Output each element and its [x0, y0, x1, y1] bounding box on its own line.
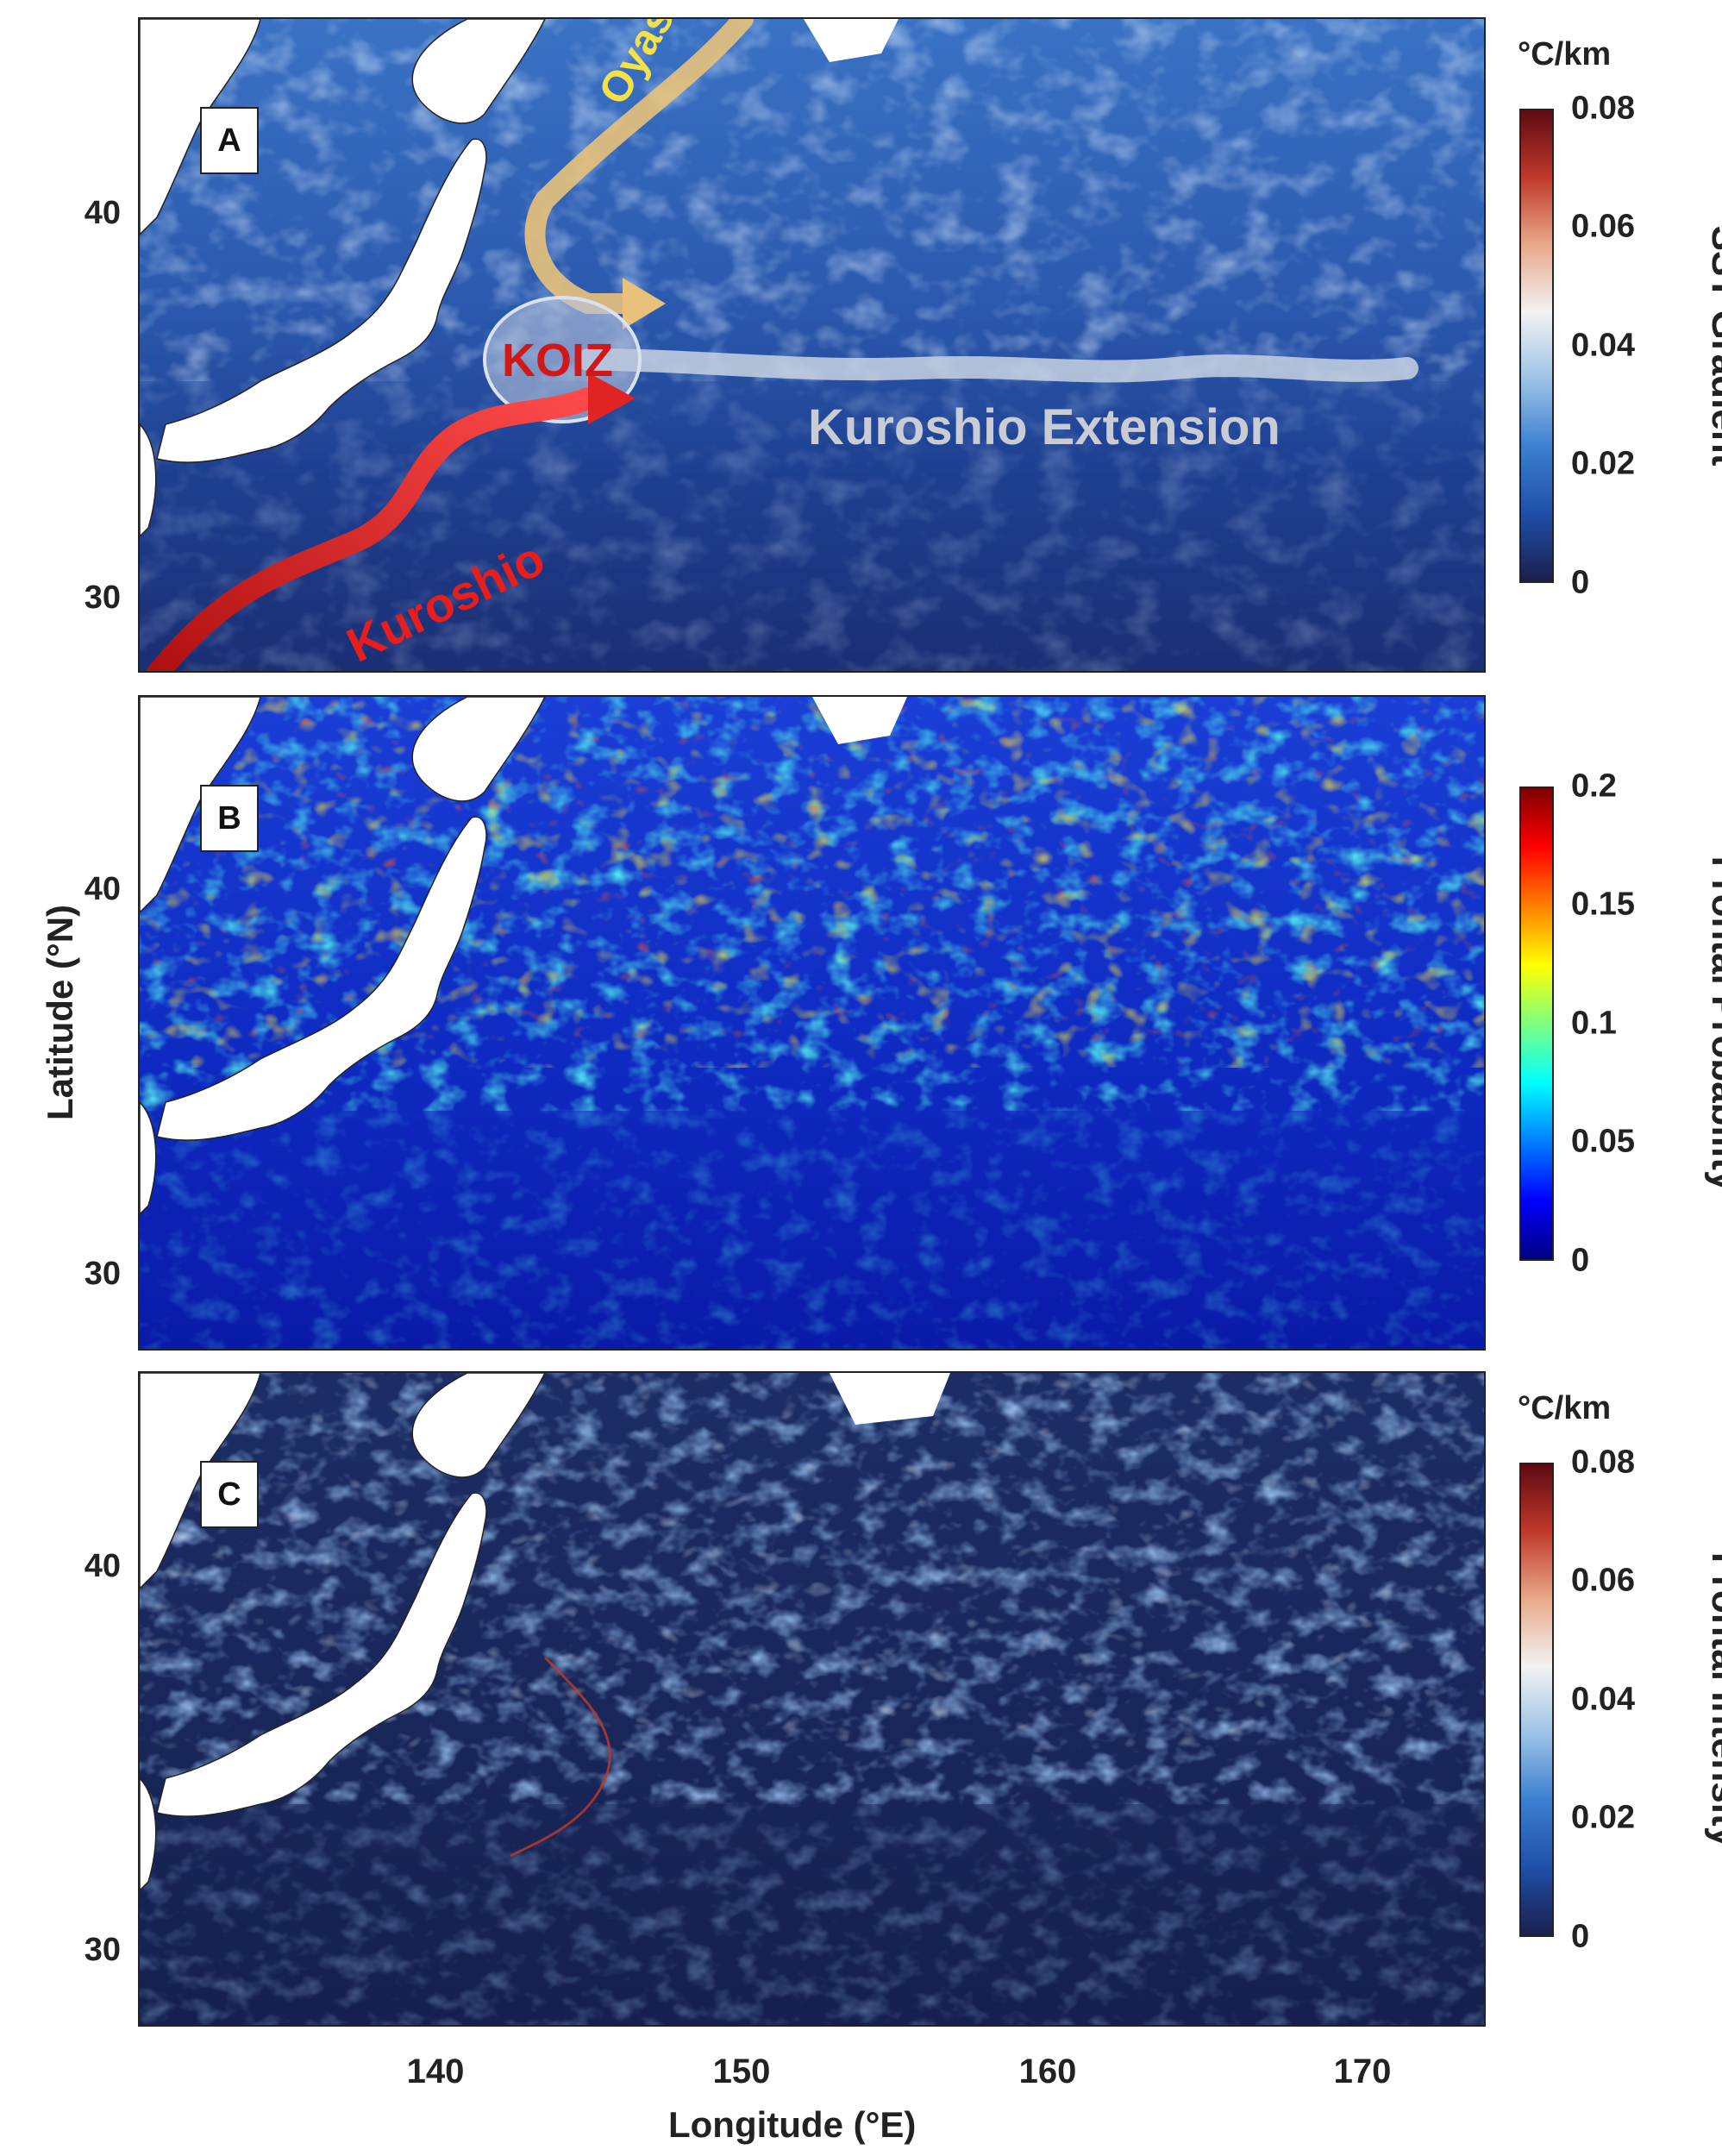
colorbar-tick: 0	[1571, 1242, 1590, 1279]
colorbar-tick: 0.08	[1571, 90, 1635, 127]
probability-texture-red	[140, 697, 1484, 1042]
colorbar-frontal-probability	[1519, 787, 1554, 1261]
colorbar-sst-gradient	[1519, 109, 1554, 583]
panel-letter: C	[200, 1461, 259, 1528]
land-mask-north	[804, 19, 899, 62]
x-tick-label: 170	[1333, 2053, 1392, 2090]
colorbar-tick: 0.06	[1571, 208, 1635, 245]
colorbar-tick: 0.1	[1571, 1005, 1617, 1042]
probability-texture-south	[140, 1111, 1484, 1349]
y-tick-label: 30	[84, 1932, 121, 1968]
colorbar-tick: 0	[1571, 1918, 1590, 1955]
annotation-koiz: KOIZ	[502, 335, 613, 386]
panel-c: C	[138, 1371, 1486, 2027]
land-japan	[156, 138, 487, 463]
panel-c-map	[140, 1373, 1484, 2025]
colorbar-tick: 0.04	[1571, 327, 1635, 364]
colorbar-frontal-intensity	[1519, 1463, 1554, 1937]
land-sakhalin-hokkaido	[411, 19, 546, 124]
land-mask-north	[830, 1373, 950, 1425]
x-tick-label: 150	[712, 2053, 771, 2090]
intense-front-line	[510, 1656, 611, 1858]
land-kyushu	[140, 423, 157, 538]
land-sakhalin-hokkaido	[411, 1373, 546, 1478]
colorbar-tick: 0.2	[1571, 768, 1617, 805]
y-axis-label: Latitude (°N)	[40, 904, 80, 1121]
colorbar-tick: 0	[1571, 564, 1590, 601]
y-tick-label: 30	[84, 1256, 121, 1292]
y-tick-label: 30	[84, 580, 121, 616]
kuroshio-arrowhead	[588, 373, 636, 424]
panel-b-map	[140, 697, 1484, 1349]
kuroshio-extension-band	[577, 348, 1418, 383]
land-sakhalin-hokkaido	[411, 697, 546, 802]
colorbar-title: Frontal Intensity	[1704, 1551, 1722, 1848]
kuroshio-arrow	[146, 387, 599, 671]
panel-letter: B	[200, 785, 259, 852]
colorbar-title: Frontal Probability	[1704, 856, 1722, 1192]
gradient-texture-north	[140, 19, 1484, 381]
y-tick-label: 40	[84, 195, 121, 231]
colorbar-tick: 0.02	[1571, 445, 1635, 482]
colorbar-unit: °C/km	[1518, 1390, 1612, 1426]
land-japan	[156, 816, 487, 1141]
colorbar-tick: 0.06	[1571, 1562, 1635, 1599]
colorbar-tick: 0.02	[1571, 1799, 1635, 1836]
oyashio-arrow	[524, 19, 754, 314]
x-tick-label: 140	[406, 2053, 465, 2090]
land-mask-north	[812, 697, 907, 744]
panel-letter: A	[200, 107, 259, 174]
y-tick-label: 40	[84, 871, 121, 907]
colorbar-tick: 0.08	[1571, 1444, 1635, 1481]
x-axis-label: Longitude (°E)	[668, 2104, 917, 2145]
land-kyushu	[140, 1777, 157, 1892]
land-kyushu	[140, 1100, 157, 1216]
colorbar-tick: 0.04	[1571, 1681, 1635, 1718]
y-tick-label: 40	[84, 1548, 121, 1584]
colorbar-tick: 0.15	[1571, 886, 1635, 923]
land-japan	[156, 1492, 487, 1817]
panel-a: A Oyashio KOIZ Kuroshio Extension Kurosh…	[138, 17, 1486, 673]
panel-b: B	[138, 695, 1486, 1351]
colorbar-tick: 0.05	[1571, 1123, 1635, 1160]
intensity-texture-south	[140, 1804, 1484, 2025]
panel-a-map	[140, 19, 1484, 671]
x-tick-label: 160	[1018, 2053, 1077, 2090]
oyashio-arrowhead	[623, 278, 666, 329]
colorbar-title: SST Gradient	[1704, 225, 1722, 467]
colorbar-unit: °C/km	[1518, 36, 1612, 72]
annotation-kuroshio-extension: Kuroshio Extension	[808, 399, 1281, 455]
